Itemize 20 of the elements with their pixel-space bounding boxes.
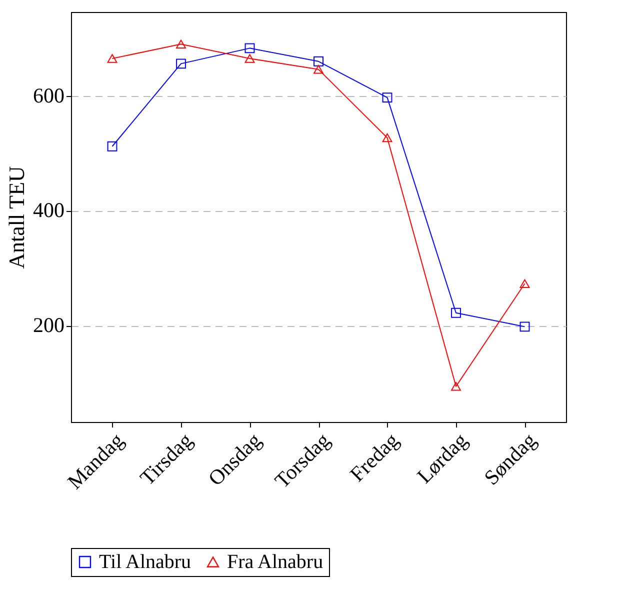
point — [107, 141, 118, 152]
point — [314, 56, 324, 66]
point — [520, 279, 530, 288]
point — [520, 322, 530, 332]
point — [451, 382, 461, 391]
y-tick-label: 600 — [33, 83, 64, 108]
point — [314, 65, 324, 74]
point — [244, 54, 255, 63]
legend-label: Til Alnabru — [99, 551, 192, 573]
y-tick-label: 200 — [33, 313, 64, 338]
point — [176, 58, 186, 69]
point — [176, 40, 186, 49]
point — [107, 54, 118, 63]
point — [244, 43, 255, 54]
y-tick-label: 400 — [33, 198, 64, 222]
point — [382, 92, 392, 103]
point — [451, 308, 461, 318]
legend-label: Fra Alnabru — [227, 551, 324, 573]
point — [382, 133, 392, 142]
y-axis-title: Antall TEU — [4, 166, 29, 269]
